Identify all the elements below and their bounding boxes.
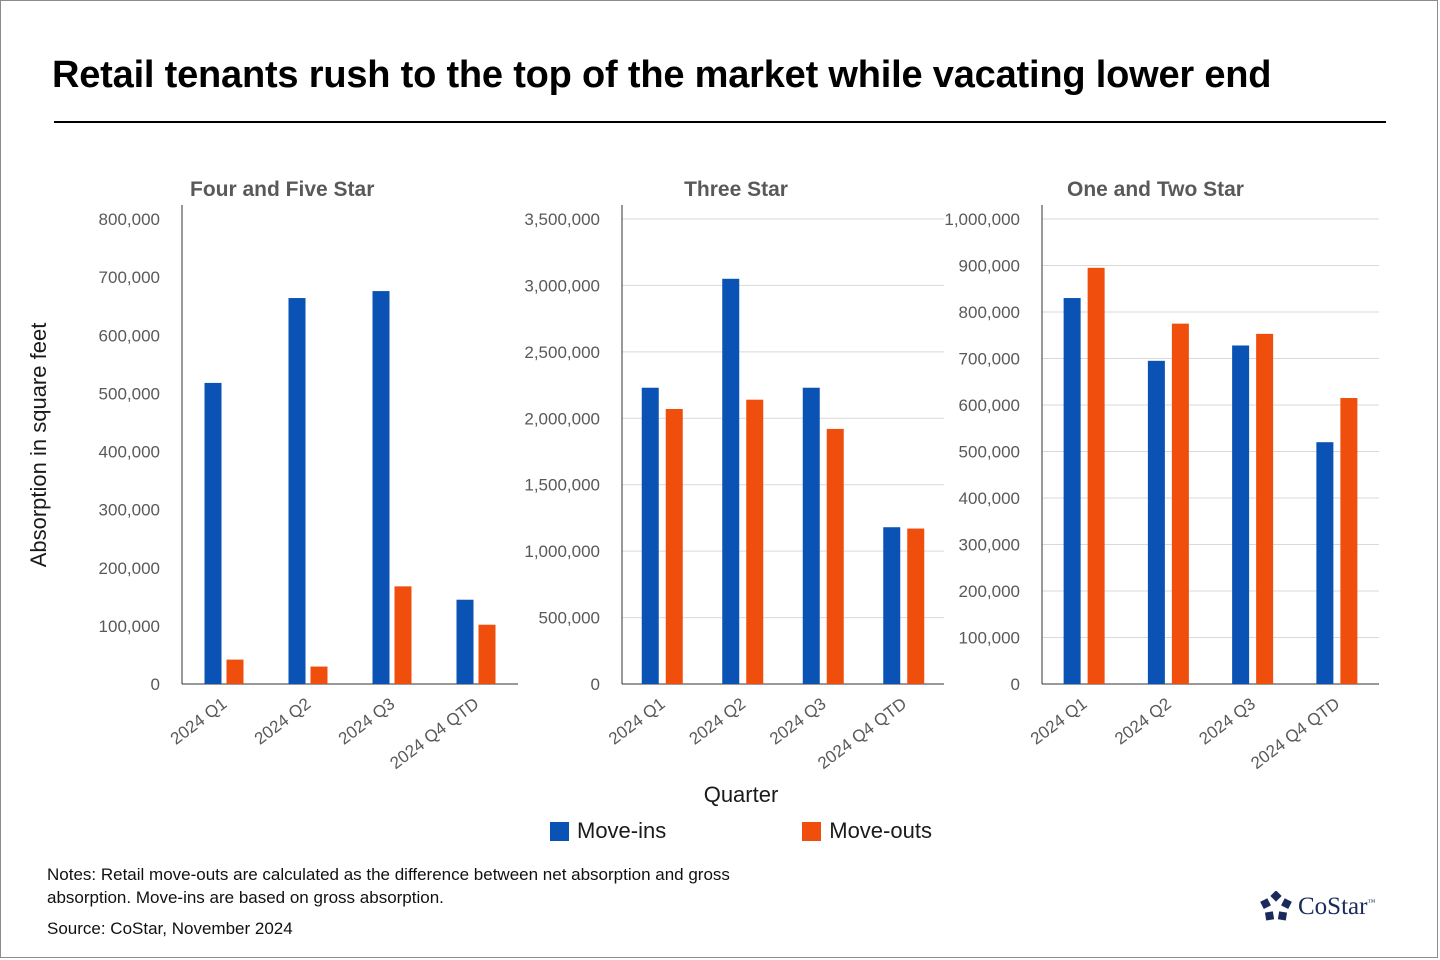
y-tick-label: 300,000 bbox=[99, 501, 160, 520]
bar-move-ins bbox=[456, 599, 474, 684]
bar-move-outs bbox=[665, 408, 683, 684]
y-tick-label: 0 bbox=[1011, 675, 1020, 694]
legend: Move-ins Move-outs bbox=[550, 818, 1068, 844]
bar-move-outs bbox=[226, 659, 244, 684]
bar-move-ins bbox=[1063, 298, 1081, 684]
y-tick-label: 800,000 bbox=[99, 210, 160, 229]
y-tick-label: 300,000 bbox=[959, 536, 1020, 555]
bar-move-outs bbox=[1340, 398, 1358, 684]
bar-move-outs bbox=[1256, 333, 1274, 684]
y-tick-label: 200,000 bbox=[99, 559, 160, 578]
panel-title-3: One and Two Star bbox=[1067, 178, 1244, 201]
legend-swatch-move-ins bbox=[550, 821, 569, 841]
y-tick-label: 400,000 bbox=[959, 489, 1020, 508]
bar-move-outs bbox=[1171, 323, 1189, 684]
y-tick-label: 500,000 bbox=[539, 609, 600, 628]
x-tick-label: 2024 Q4 QTD bbox=[386, 694, 482, 773]
x-tick-label: 2024 Q3 bbox=[1195, 694, 1259, 748]
y-tick-label: 600,000 bbox=[99, 326, 160, 345]
x-tick-label: 2024 Q2 bbox=[686, 694, 750, 748]
bar-move-ins bbox=[883, 527, 901, 684]
y-tick-label: 600,000 bbox=[959, 396, 1020, 415]
bar-move-ins bbox=[204, 382, 222, 684]
y-axis-label: Absorption in square feet bbox=[26, 323, 51, 568]
y-tick-label: 3,000,000 bbox=[524, 276, 600, 295]
panel-title-2: Three Star bbox=[684, 178, 788, 201]
bar-move-outs bbox=[1087, 267, 1105, 684]
legend-swatch-move-outs bbox=[802, 821, 822, 841]
x-axis-label: Quarter bbox=[704, 782, 779, 807]
page-title: Retail tenants rush to the top of the ma… bbox=[52, 54, 1272, 96]
title-divider bbox=[54, 121, 1386, 123]
y-tick-label: 800,000 bbox=[959, 303, 1020, 322]
bar-move-ins bbox=[802, 387, 820, 684]
y-tick-label: 0 bbox=[591, 675, 600, 694]
costar-logo: CoStar™ bbox=[1260, 891, 1375, 923]
bar-move-ins bbox=[1316, 442, 1334, 684]
bar-move-ins bbox=[1232, 345, 1250, 684]
x-tick-label: 2024 Q1 bbox=[605, 694, 669, 748]
x-tick-label: 2024 Q4 QTD bbox=[814, 694, 910, 773]
legend-item-move-outs: Move-outs bbox=[802, 818, 932, 844]
y-tick-label: 1,000,000 bbox=[944, 210, 1020, 229]
logo-text: CoStar™ bbox=[1298, 893, 1376, 920]
y-tick-label: 500,000 bbox=[959, 443, 1020, 462]
bar-move-ins bbox=[372, 291, 390, 684]
legend-label-move-ins: Move-ins bbox=[577, 818, 667, 843]
bar-move-ins bbox=[722, 278, 740, 684]
bar-move-ins bbox=[641, 387, 659, 684]
x-tick-label: 2024 Q2 bbox=[251, 694, 315, 748]
y-tick-label: 900,000 bbox=[959, 257, 1020, 276]
bar-move-ins bbox=[1147, 360, 1165, 684]
bar-move-outs bbox=[746, 399, 764, 684]
bar-move-outs bbox=[478, 624, 496, 684]
y-tick-label: 700,000 bbox=[959, 350, 1020, 369]
x-tick-label: 2024 Q3 bbox=[766, 694, 830, 748]
y-tick-label: 200,000 bbox=[959, 582, 1020, 601]
y-tick-label: 400,000 bbox=[99, 443, 160, 462]
y-tick-label: 2,500,000 bbox=[524, 343, 600, 362]
notes-text: Notes: Retail move-outs are calculated a… bbox=[47, 865, 730, 907]
x-tick-label: 2024 Q1 bbox=[1027, 694, 1091, 748]
y-tick-label: 2,000,000 bbox=[524, 409, 600, 428]
panel-title-1: Four and Five Star bbox=[190, 178, 374, 201]
source-text: Source: CoStar, November 2024 bbox=[47, 919, 293, 938]
bar-move-outs bbox=[310, 666, 328, 684]
y-tick-label: 1,500,000 bbox=[524, 476, 600, 495]
costar-star-icon bbox=[1260, 891, 1292, 921]
y-tick-label: 3,500,000 bbox=[524, 210, 600, 229]
legend-item-move-ins: Move-ins bbox=[550, 818, 666, 844]
bar-move-outs bbox=[394, 586, 412, 684]
x-tick-label: 2024 Q1 bbox=[167, 694, 231, 748]
bar-move-outs bbox=[826, 428, 844, 684]
y-tick-label: 1,000,000 bbox=[524, 542, 600, 561]
legend-label-move-outs: Move-outs bbox=[829, 818, 932, 843]
bar-move-outs bbox=[907, 528, 925, 684]
x-tick-label: 2024 Q2 bbox=[1111, 694, 1175, 748]
bar-move-ins bbox=[288, 298, 306, 684]
x-tick-label: 2024 Q4 QTD bbox=[1247, 694, 1343, 773]
y-tick-label: 0 bbox=[151, 675, 160, 694]
x-tick-label: 2024 Q3 bbox=[335, 694, 399, 748]
y-tick-label: 700,000 bbox=[99, 268, 160, 287]
y-tick-label: 100,000 bbox=[959, 629, 1020, 648]
y-tick-label: 100,000 bbox=[99, 617, 160, 636]
y-tick-label: 500,000 bbox=[99, 384, 160, 403]
